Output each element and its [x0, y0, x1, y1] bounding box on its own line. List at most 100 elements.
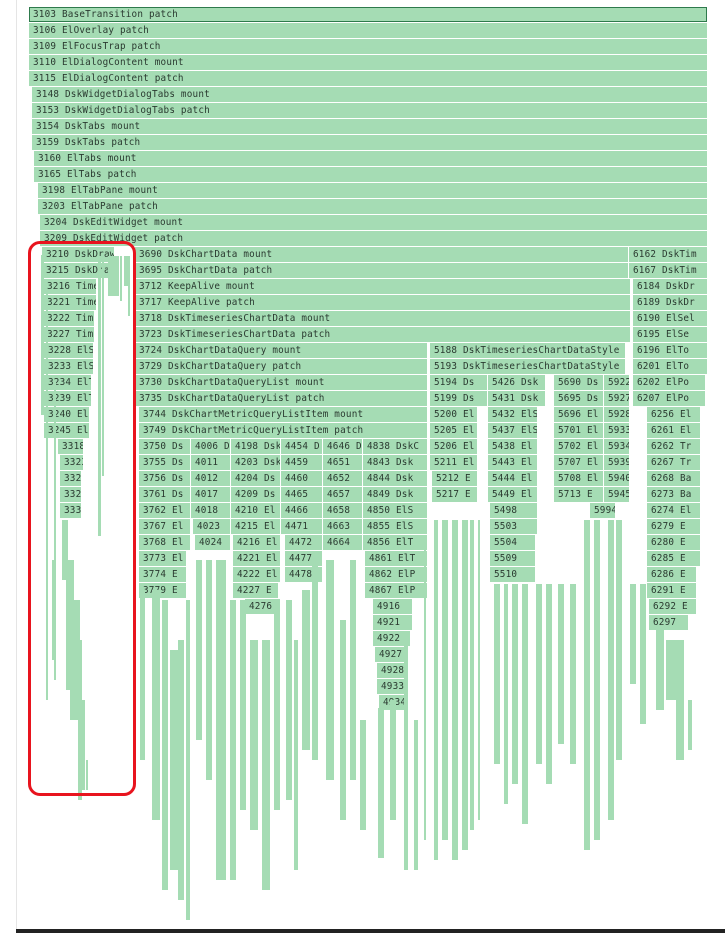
flame-frame[interactable]: 4867 ElP: [365, 583, 428, 598]
flame-frame[interactable]: 5708 El: [554, 471, 604, 486]
flame-frame-unlabeled[interactable]: [452, 520, 458, 860]
flame-frame-unlabeled[interactable]: [230, 600, 236, 880]
flame-frame[interactable]: 5933 El: [604, 423, 630, 438]
flame-frame[interactable]: 4921: [373, 615, 413, 630]
flame-frame[interactable]: 5928 El: [604, 407, 630, 422]
flame-frame[interactable]: 5994: [590, 503, 616, 518]
flame-frame[interactable]: 3329: [60, 487, 82, 502]
flame-frame[interactable]: 3717 KeepAlive patch: [135, 295, 631, 310]
flame-frame-unlabeled[interactable]: [470, 520, 474, 830]
flame-frame[interactable]: 4017: [191, 487, 231, 502]
flame-frame[interactable]: 5701 El: [554, 423, 604, 438]
flame-frame[interactable]: 4471: [281, 519, 323, 534]
flame-frame[interactable]: 3318: [58, 439, 84, 454]
flame-frame[interactable]: 3216 Time: [43, 279, 97, 294]
flame-frame-unlabeled[interactable]: [140, 590, 145, 760]
flame-frame[interactable]: 3723 DskTimeseriesChartData patch: [135, 327, 631, 342]
flame-frame[interactable]: 4472: [285, 535, 323, 550]
flame-frame[interactable]: 6184 DskDr: [633, 279, 708, 294]
flame-frame[interactable]: 3724 DskChartDataQuery mount: [135, 343, 428, 358]
flame-frame[interactable]: 3735 DskChartDataQueryList patch: [135, 391, 428, 406]
flame-frame[interactable]: 6279 E: [647, 519, 701, 534]
flame-frame-unlabeled[interactable]: [186, 600, 190, 920]
flame-frame[interactable]: 3239 ElT: [44, 391, 92, 406]
flame-frame-unlabeled[interactable]: [360, 720, 366, 830]
flame-frame[interactable]: 5199 Ds: [430, 391, 488, 406]
flame-frame[interactable]: 3712 KeepAlive mount: [135, 279, 631, 294]
flame-frame-unlabeled[interactable]: [434, 520, 438, 860]
flame-frame[interactable]: 3198 ElTabPane mount: [38, 183, 708, 198]
flame-frame-unlabeled[interactable]: [116, 256, 119, 296]
flame-frame[interactable]: 5503: [490, 519, 538, 534]
flame-frame-unlabeled[interactable]: [86, 760, 88, 790]
flame-frame[interactable]: 5438 El: [488, 439, 538, 454]
flame-frame-unlabeled[interactable]: [676, 640, 684, 760]
flame-frame[interactable]: 4018: [191, 503, 231, 518]
flame-frame-unlabeled[interactable]: [640, 584, 646, 724]
flame-frame[interactable]: 3234 ElT: [44, 375, 92, 390]
flame-frame[interactable]: 4023: [193, 519, 231, 534]
flame-frame-unlabeled[interactable]: [594, 520, 600, 840]
flame-frame[interactable]: 5449 El: [488, 487, 538, 502]
flame-frame[interactable]: 3148 DskWidgetDialogTabs mount: [32, 87, 708, 102]
flame-frame[interactable]: 5212 E: [432, 471, 478, 486]
flame-frame[interactable]: 3221 Time: [43, 295, 97, 310]
flame-frame-unlabeled[interactable]: [120, 256, 122, 301]
flame-frame[interactable]: 4843 Dsk: [363, 455, 428, 470]
flame-frame[interactable]: 4466: [281, 503, 323, 518]
flame-frame[interactable]: 4651: [323, 455, 363, 470]
flame-frame-unlabeled[interactable]: [494, 584, 500, 764]
flame-frame[interactable]: 3109 ElFocusTrap patch: [29, 39, 708, 54]
flame-frame-unlabeled[interactable]: [162, 600, 168, 890]
flame-frame-unlabeled[interactable]: [340, 620, 346, 820]
flame-frame[interactable]: 5431 Dsk: [488, 391, 546, 406]
flame-frame-unlabeled[interactable]: [178, 640, 184, 900]
flame-frame[interactable]: 5945 E: [604, 487, 630, 502]
flame-frame[interactable]: 4861 ElT: [365, 551, 428, 566]
flame-frame[interactable]: 5690 Ds: [554, 375, 604, 390]
flame-frame[interactable]: 3154 DskTabs mount: [32, 119, 708, 134]
flame-frame[interactable]: 3729 DskChartDataQuery patch: [135, 359, 428, 374]
flame-frame-unlabeled[interactable]: [124, 256, 128, 286]
flame-frame[interactable]: 5194 Ds: [430, 375, 488, 390]
flame-frame[interactable]: 6207 ElPo: [633, 391, 706, 406]
flame-frame[interactable]: 5426 Dsk: [488, 375, 546, 390]
flame-frame[interactable]: 4012: [191, 471, 231, 486]
flame-frame-unlabeled[interactable]: [378, 708, 384, 858]
flame-frame[interactable]: 4011: [191, 455, 231, 470]
flame-frame[interactable]: 3730 DskChartDataQueryList mount: [135, 375, 428, 390]
flame-frame-unlabeled[interactable]: [584, 520, 590, 850]
flame-frame-unlabeled[interactable]: [302, 590, 310, 750]
flame-frame-unlabeled[interactable]: [262, 640, 270, 890]
flame-frame[interactable]: 4203 Dsk: [231, 455, 281, 470]
flame-frame[interactable]: 3762 El: [139, 503, 191, 518]
flame-frame[interactable]: 6273 Ba: [647, 487, 701, 502]
flame-frame[interactable]: 4916: [373, 599, 413, 614]
flame-frame[interactable]: 3768 El: [139, 535, 191, 550]
flame-frame[interactable]: 6256 El: [647, 407, 701, 422]
flame-frame[interactable]: 3110 ElDialogContent mount: [29, 55, 708, 70]
flame-frame[interactable]: 5940 El: [604, 471, 630, 486]
flame-frame-unlabeled[interactable]: [286, 600, 292, 800]
flame-frame[interactable]: 5696 El: [554, 407, 604, 422]
flame-frame[interactable]: 4652: [323, 471, 363, 486]
flame-frame[interactable]: 3756 Ds: [139, 471, 191, 486]
flame-frame[interactable]: 4227 E: [233, 583, 279, 598]
flame-frame[interactable]: 5432 ElS: [488, 407, 538, 422]
flame-frame-unlabeled[interactable]: [62, 520, 68, 580]
flame-frame[interactable]: 5444 El: [488, 471, 538, 486]
flame-frame[interactable]: 6189 DskDr: [633, 295, 708, 310]
flame-frame[interactable]: 3159 DskTabs patch: [32, 135, 708, 150]
flame-frame[interactable]: 6201 ElTo: [633, 359, 708, 374]
flame-frame-unlabeled[interactable]: [546, 584, 552, 784]
flame-frame[interactable]: 3228 ElS: [44, 343, 94, 358]
flame-frame[interactable]: 6285 E: [647, 551, 701, 566]
flame-frame[interactable]: 6291 E: [647, 583, 697, 598]
flame-frame[interactable]: 3761 Ds: [139, 487, 191, 502]
flame-frame-unlabeled[interactable]: [128, 256, 130, 316]
flame-frame[interactable]: 6190 ElSel: [633, 311, 708, 326]
flame-frame[interactable]: 4459: [281, 455, 323, 470]
flame-frame[interactable]: 4922: [373, 631, 411, 646]
flame-frame-unlabeled[interactable]: [78, 640, 82, 800]
flame-frame-unlabeled[interactable]: [478, 520, 480, 820]
